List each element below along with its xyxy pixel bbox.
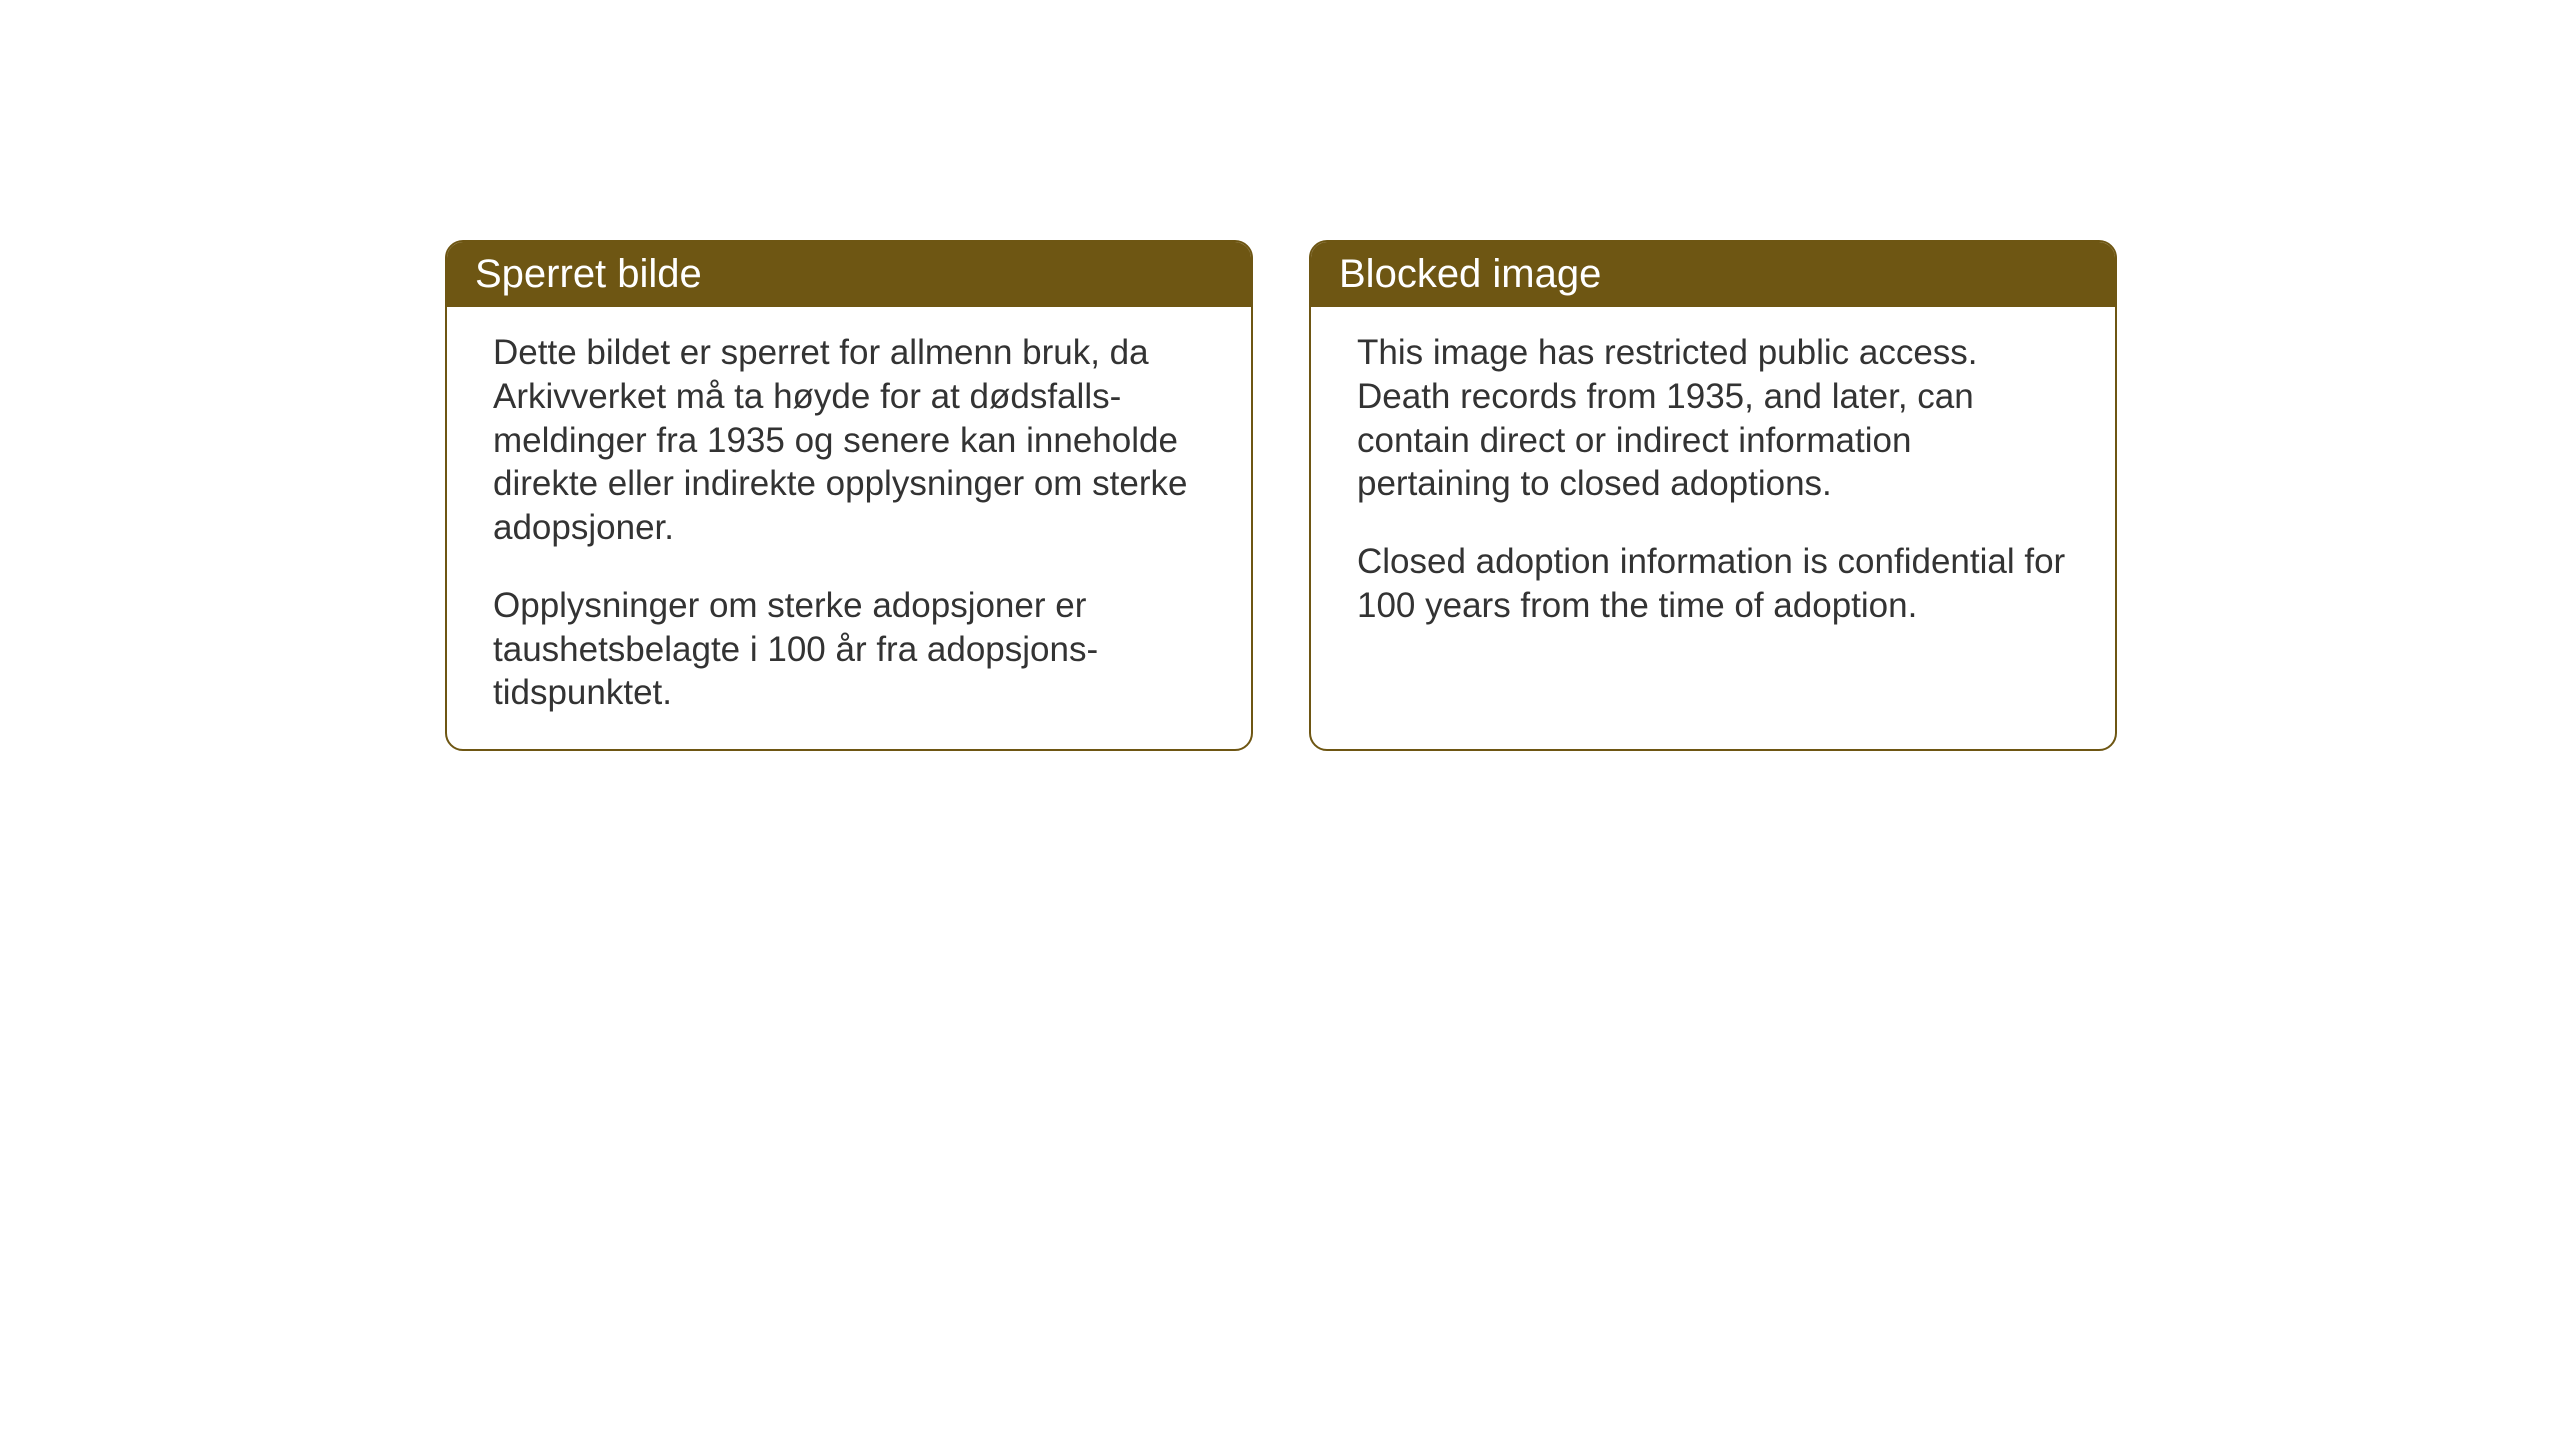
card-title-norwegian: Sperret bilde <box>475 252 702 296</box>
notice-card-english: Blocked image This image has restricted … <box>1309 240 2117 751</box>
paragraph-2-norwegian: Opplysninger om sterke adopsjoner er tau… <box>493 584 1205 715</box>
paragraph-2-english: Closed adoption information is confident… <box>1357 540 2069 628</box>
card-body-norwegian: Dette bildet er sperret for allmenn bruk… <box>447 307 1251 749</box>
notice-cards-container: Sperret bilde Dette bildet er sperret fo… <box>445 240 2117 751</box>
paragraph-1-english: This image has restricted public access.… <box>1357 331 2069 506</box>
card-body-english: This image has restricted public access.… <box>1311 307 2115 727</box>
notice-card-norwegian: Sperret bilde Dette bildet er sperret fo… <box>445 240 1253 751</box>
card-header-english: Blocked image <box>1311 242 2115 307</box>
card-header-norwegian: Sperret bilde <box>447 242 1251 307</box>
card-title-english: Blocked image <box>1339 252 1601 296</box>
paragraph-1-norwegian: Dette bildet er sperret for allmenn bruk… <box>493 331 1205 550</box>
